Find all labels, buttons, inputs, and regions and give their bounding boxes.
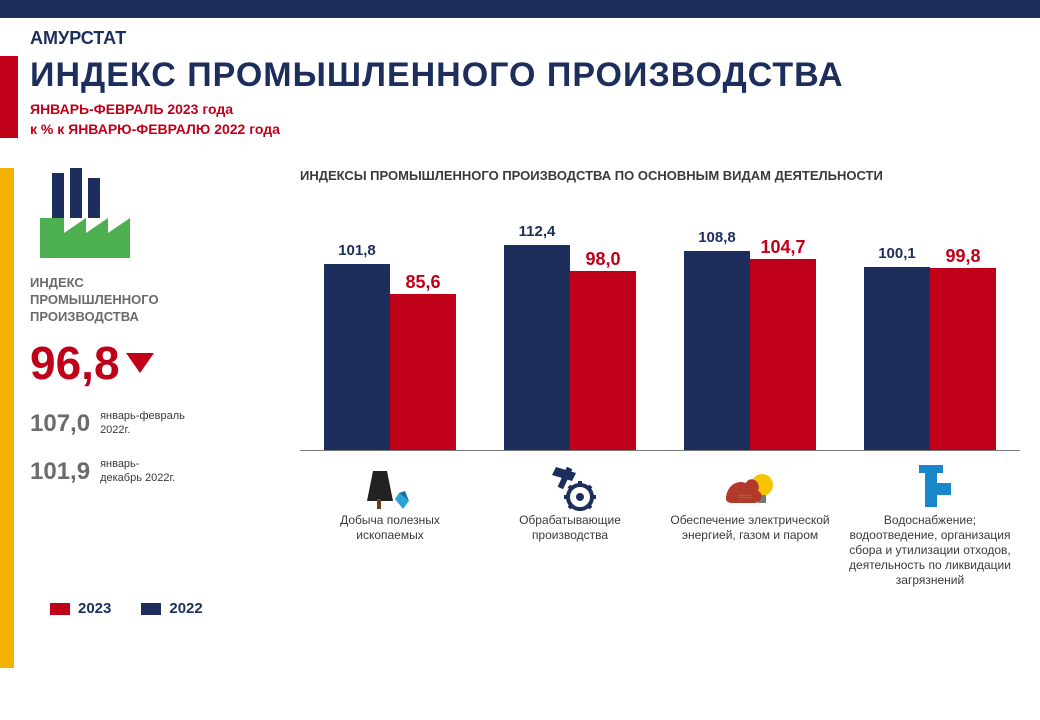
bar-2023: 98,0 [570, 271, 636, 450]
category-caption: Обрабатывающие производства [480, 513, 660, 588]
bar-label-2022: 108,8 [684, 229, 750, 246]
legend-swatch-2022 [141, 603, 161, 615]
title-block: ИНДЕКС ПРОМЫШЛЕННОГО ПРОИЗВОДСТВА ЯНВАРЬ… [30, 56, 1010, 137]
bars-row: 101,885,6112,498,0108,8104,7100,199,8 [300, 211, 1020, 451]
bar-2022: 108,8 [684, 251, 750, 450]
ref1-value: 107,0 [30, 410, 90, 438]
subtitle-line-2: к % к ЯНВАРЮ-ФЕВРАЛЮ 2022 года [30, 121, 1010, 137]
category-icon [480, 465, 660, 511]
index-label-l3: ПРОИЗВОДСТВА [30, 309, 139, 324]
bar-label-2023: 98,0 [570, 249, 636, 270]
reference-row-1: 107,0 январь-февраль 2022г. [30, 410, 270, 438]
legend-swatch-2023 [50, 603, 70, 615]
down-arrow-icon [126, 353, 154, 373]
bar-label-2023: 99,8 [930, 246, 996, 267]
reference-row-2: 101,9 январь- декабрь 2022г. [30, 458, 270, 486]
bar-label-2022: 101,8 [324, 242, 390, 259]
category-icon [300, 465, 480, 511]
bar-2022: 101,8 [324, 264, 390, 450]
bar-2023: 104,7 [750, 259, 816, 450]
yellow-accent-bar [0, 168, 14, 668]
bar-group: 108,8104,7 [660, 251, 840, 450]
legend-item-2022: 2022 [141, 600, 202, 617]
headline-index: 96,8 [30, 336, 270, 390]
left-panel: ИНДЕКС ПРОМЫШЛЕННОГО ПРОИЗВОДСТВА 96,8 1… [30, 168, 270, 486]
org-header: АМУРСТАТ [30, 28, 126, 49]
ref1-label: январь-февраль 2022г. [100, 410, 185, 436]
ref2-value: 101,9 [30, 458, 90, 486]
bar-group: 101,885,6 [300, 264, 480, 450]
top-band [0, 0, 1040, 18]
captions-row: Добыча полезных ископаемыхОбрабатывающие… [300, 513, 1020, 588]
category-caption: Водоснабжение; водоотведение, организаци… [840, 513, 1020, 588]
index-label: ИНДЕКС ПРОМЫШЛЕННОГО ПРОИЗВОДСТВА [30, 275, 270, 326]
bar-2023: 85,6 [390, 294, 456, 450]
headline-value: 96,8 [30, 336, 120, 390]
factory-icon [30, 168, 140, 258]
index-label-l2: ПРОМЫШЛЕННОГО [30, 292, 159, 307]
chart-area: ИНДЕКСЫ ПРОМЫШЛЕННОГО ПРОИЗВОДСТВА ПО ОС… [300, 168, 1020, 588]
category-icon: ≈≈≈ [660, 465, 840, 511]
subtitle-line-1: ЯНВАРЬ-ФЕВРАЛЬ 2023 года [30, 101, 1010, 117]
icons-row: ≈≈≈ [300, 463, 1020, 513]
bar-group: 100,199,8 [840, 267, 1020, 450]
legend-label-2022: 2022 [169, 600, 202, 617]
svg-text:≈≈≈: ≈≈≈ [738, 492, 752, 501]
legend-item-2023: 2023 [50, 600, 111, 617]
bar-label-2022: 112,4 [504, 223, 570, 240]
chart-title: ИНДЕКСЫ ПРОМЫШЛЕННОГО ПРОИЗВОДСТВА ПО ОС… [300, 168, 1020, 183]
page-title: ИНДЕКС ПРОМЫШЛЕННОГО ПРОИЗВОДСТВА [30, 56, 1010, 95]
category-icon [840, 465, 1020, 511]
ref2-label: январь- декабрь 2022г. [100, 458, 175, 484]
legend-label-2023: 2023 [78, 600, 111, 617]
bar-2022: 112,4 [504, 245, 570, 450]
category-caption: Добыча полезных ископаемых [300, 513, 480, 588]
bar-label-2023: 104,7 [750, 237, 816, 258]
category-caption: Обеспечение электрической энергией, газо… [660, 513, 840, 588]
bar-2023: 99,8 [930, 268, 996, 450]
index-label-l1: ИНДЕКС [30, 275, 84, 290]
bar-label-2023: 85,6 [390, 272, 456, 293]
bar-group: 112,498,0 [480, 245, 660, 450]
bar-2022: 100,1 [864, 267, 930, 450]
legend: 2023 2022 [50, 600, 203, 617]
bar-label-2022: 100,1 [864, 245, 930, 262]
red-accent-bar [0, 56, 18, 138]
